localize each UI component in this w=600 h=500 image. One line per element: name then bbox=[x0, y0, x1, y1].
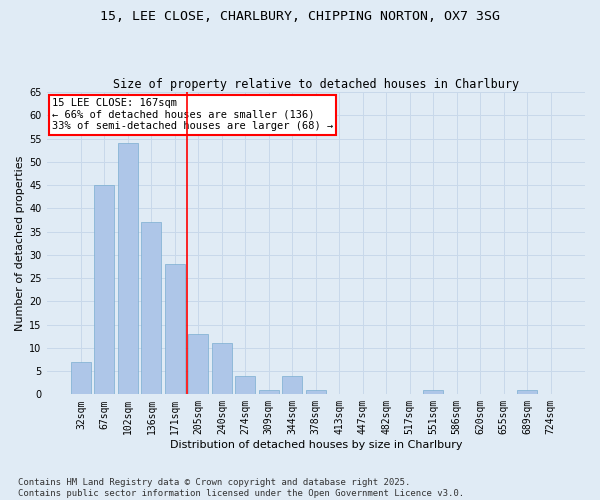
Bar bbox=[142, 222, 161, 394]
Text: Contains HM Land Registry data © Crown copyright and database right 2025.
Contai: Contains HM Land Registry data © Crown c… bbox=[18, 478, 464, 498]
Text: 15, LEE CLOSE, CHARLBURY, CHIPPING NORTON, OX7 3SG: 15, LEE CLOSE, CHARLBURY, CHIPPING NORTO… bbox=[100, 10, 500, 23]
Bar bbox=[235, 376, 256, 394]
Bar bbox=[423, 390, 443, 394]
Bar bbox=[306, 390, 326, 394]
Bar bbox=[517, 390, 537, 394]
Text: 15 LEE CLOSE: 167sqm
← 66% of detached houses are smaller (136)
33% of semi-deta: 15 LEE CLOSE: 167sqm ← 66% of detached h… bbox=[52, 98, 333, 132]
Y-axis label: Number of detached properties: Number of detached properties bbox=[15, 156, 25, 331]
Bar bbox=[94, 185, 115, 394]
X-axis label: Distribution of detached houses by size in Charlbury: Distribution of detached houses by size … bbox=[170, 440, 462, 450]
Bar bbox=[165, 264, 185, 394]
Bar bbox=[71, 362, 91, 394]
Bar bbox=[188, 334, 208, 394]
Bar bbox=[283, 376, 302, 394]
Bar bbox=[118, 144, 138, 394]
Bar bbox=[259, 390, 279, 394]
Bar bbox=[212, 343, 232, 394]
Title: Size of property relative to detached houses in Charlbury: Size of property relative to detached ho… bbox=[113, 78, 519, 91]
